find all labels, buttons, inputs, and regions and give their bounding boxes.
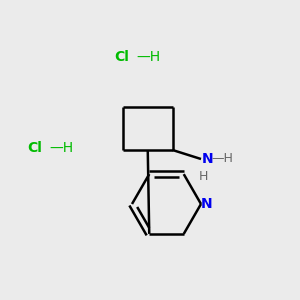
Text: N: N (202, 152, 214, 166)
Text: —H: —H (136, 50, 160, 64)
Text: Cl: Cl (27, 142, 42, 155)
Text: N: N (201, 197, 212, 211)
Text: —H: —H (50, 142, 74, 155)
Text: H: H (199, 170, 208, 183)
Text: Cl: Cl (114, 50, 129, 64)
Text: —H: —H (212, 152, 233, 166)
